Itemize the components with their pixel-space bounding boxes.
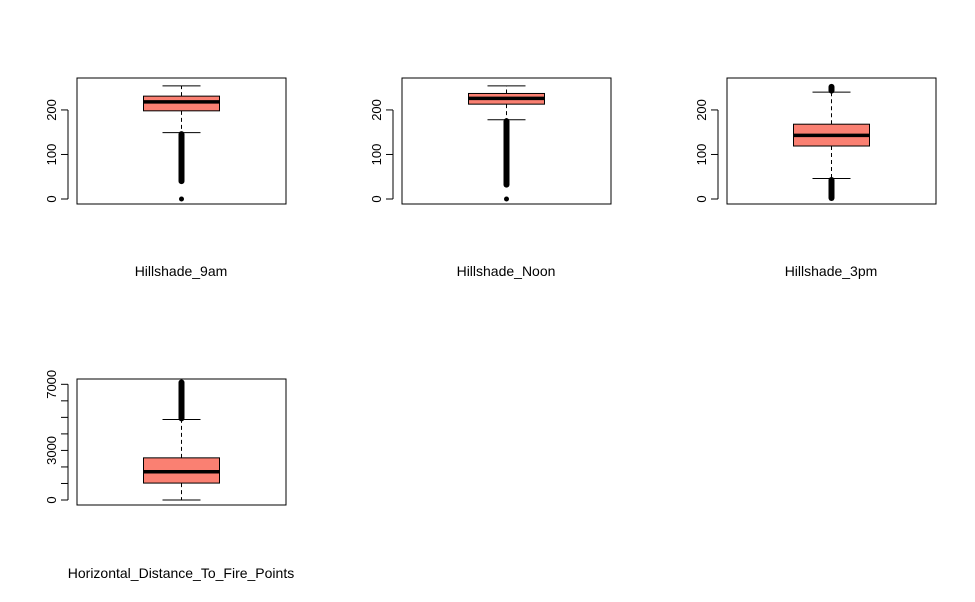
y-tick-label: 100	[44, 144, 59, 166]
y-tick-label: 200	[44, 99, 59, 121]
y-tick-label: 3000	[44, 436, 59, 465]
outlier-cluster	[828, 83, 835, 94]
boxplot-panel: 0 3000 7000 Horizontal_Distance_To_Fire_Poi…	[44, 370, 294, 581]
outlier-cluster	[503, 118, 510, 188]
outlier-cluster	[828, 176, 835, 201]
plot-frame	[76, 378, 287, 506]
x-axis-label: Hillshade_Noon	[457, 263, 556, 279]
plot-frame	[76, 77, 287, 205]
y-tick-label: 0	[369, 195, 384, 202]
y-tick-label: 0	[694, 195, 709, 202]
outlier-point	[179, 196, 184, 202]
y-tick-label: 0	[44, 496, 59, 503]
outlier-cluster	[178, 379, 185, 422]
plot-frame	[401, 77, 612, 205]
y-tick-label: 0	[44, 195, 59, 202]
plot-frame	[726, 77, 937, 205]
y-tick-label: 100	[369, 144, 384, 166]
outlier-point	[504, 196, 509, 202]
boxplot-panel: 0 100 200 Hillshade_3pm	[694, 77, 937, 279]
y-tick-label: 200	[694, 99, 709, 121]
x-axis-label: Hillshade_3pm	[785, 263, 878, 279]
y-tick-label: 7000	[44, 370, 59, 399]
boxplot-panel: 0 100 200 Hillshade_9am	[44, 77, 287, 279]
y-tick-label: 200	[369, 99, 384, 121]
outlier-cluster	[178, 131, 185, 185]
boxplot-panel: 0 100 200 Hillshade_Noon	[369, 77, 612, 279]
x-axis-label: Hillshade_9am	[135, 263, 228, 279]
x-axis-label: Horizontal_Distance_To_Fire_Points	[68, 565, 294, 581]
y-tick-label: 100	[694, 144, 709, 166]
